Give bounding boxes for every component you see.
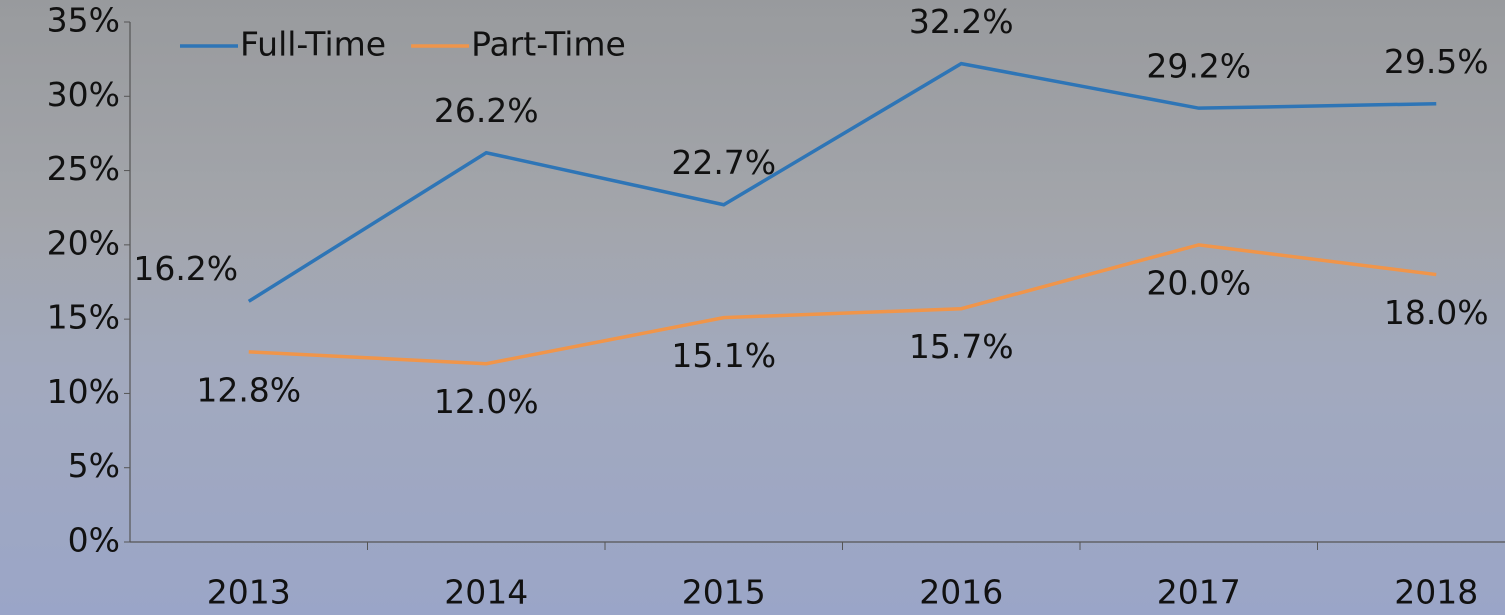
data-label: 22.7% xyxy=(671,143,776,182)
data-label: 12.8% xyxy=(196,370,301,409)
data-label: 20.0% xyxy=(1146,263,1251,302)
data-label: 16.2% xyxy=(133,249,238,288)
x-tick-label: 2016 xyxy=(919,573,1003,612)
data-label: 15.1% xyxy=(671,336,776,375)
series-line xyxy=(248,243,1437,366)
data-label: 12.0% xyxy=(434,382,539,421)
legend-label: Full-Time xyxy=(240,25,386,64)
y-tick-label: 15% xyxy=(47,298,120,337)
y-tick-label: 30% xyxy=(47,75,120,114)
y-tick-label: 25% xyxy=(47,149,120,188)
x-tick-label: 2018 xyxy=(1394,573,1478,612)
x-tick-label: 2017 xyxy=(1157,573,1241,612)
x-tick-label: 2015 xyxy=(682,573,766,612)
series-line xyxy=(247,61,1437,303)
y-tick-label: 10% xyxy=(47,372,120,411)
legend-label: Part-Time xyxy=(471,25,626,64)
data-label: 29.2% xyxy=(1146,47,1251,86)
y-tick-label: 5% xyxy=(68,446,120,485)
data-label: 26.2% xyxy=(434,91,539,130)
data-label: 18.0% xyxy=(1384,293,1489,332)
y-tick-label: 20% xyxy=(47,223,120,262)
y-tick-label: 35% xyxy=(47,1,120,40)
data-label: 29.5% xyxy=(1384,42,1489,81)
data-label: 32.2% xyxy=(909,2,1014,41)
x-tick-label: 2014 xyxy=(444,573,528,612)
x-tick-label: 2013 xyxy=(207,573,291,612)
data-label: 15.7% xyxy=(909,327,1014,366)
y-tick-label: 0% xyxy=(68,521,120,560)
